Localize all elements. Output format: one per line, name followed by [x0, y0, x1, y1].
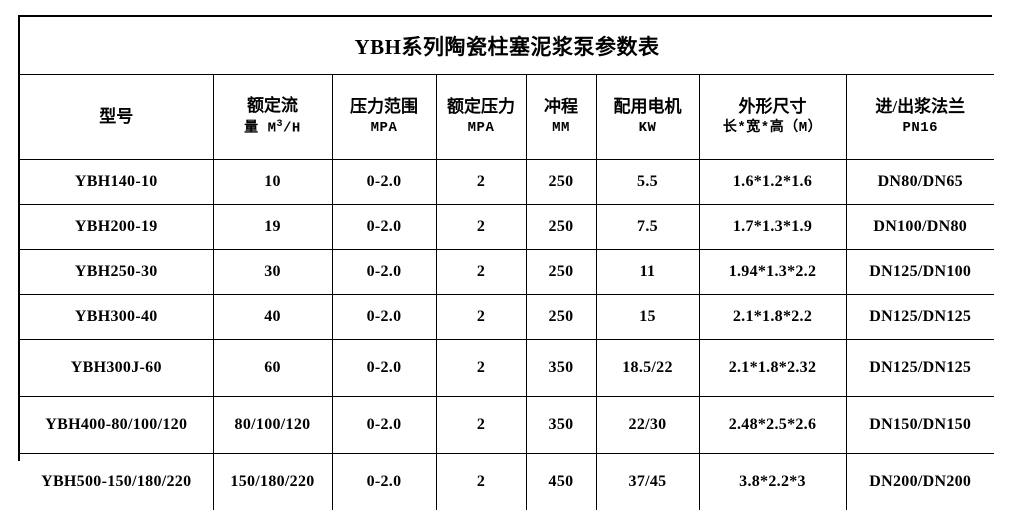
table-row: YBH300-40 40 0-2.0 2 250 15 2.1*1.8*2.2 … [20, 295, 994, 340]
cell-flow: 19 [213, 205, 332, 250]
column-header-dimensions-line1: 外形尺寸 [703, 96, 843, 119]
cell-rated-pressure: 2 [436, 250, 526, 295]
cell-model: YBH300-40 [20, 295, 213, 340]
cell-model: YBH300J-60 [20, 340, 213, 397]
cell-flow: 60 [213, 340, 332, 397]
cell-rated-pressure: 2 [436, 160, 526, 205]
cell-motor: 7.5 [596, 205, 699, 250]
cell-motor: 18.5/22 [596, 340, 699, 397]
cell-rated-pressure: 2 [436, 454, 526, 510]
column-header-model: 型号 [20, 75, 213, 160]
cell-dimensions: 3.8*2.2*3 [699, 454, 846, 510]
cell-stroke: 350 [526, 397, 596, 454]
cell-flange: DN125/DN125 [846, 295, 994, 340]
column-header-stroke: 冲程 MM [526, 75, 596, 160]
cell-rated-pressure: 2 [436, 205, 526, 250]
cell-pressure-range: 0-2.0 [332, 205, 436, 250]
cell-rated-pressure: 2 [436, 397, 526, 454]
cell-stroke: 350 [526, 340, 596, 397]
cell-flange: DN200/DN200 [846, 454, 994, 510]
cell-dimensions: 2.1*1.8*2.2 [699, 295, 846, 340]
parameter-table: YBH系列陶瓷柱塞泥浆泵参数表 型号 额定流 量 M3/H 压力范围 MPA [20, 17, 994, 510]
table-row: YBH300J-60 60 0-2.0 2 350 18.5/22 2.1*1.… [20, 340, 994, 397]
cell-dimensions: 2.1*1.8*2.32 [699, 340, 846, 397]
cell-flange: DN100/DN80 [846, 205, 994, 250]
cell-model: YBH400-80/100/120 [20, 397, 213, 454]
column-header-flow-rate: 额定流 量 M3/H [213, 75, 332, 160]
cell-flow: 30 [213, 250, 332, 295]
page-root: YBH系列陶瓷柱塞泥浆泵参数表 型号 额定流 量 M3/H 压力范围 MPA [0, 0, 1011, 476]
cell-stroke: 250 [526, 295, 596, 340]
column-header-dimensions: 外形尺寸 长*宽*高（M） [699, 75, 846, 160]
cell-flange: DN150/DN150 [846, 397, 994, 454]
cell-motor: 5.5 [596, 160, 699, 205]
cell-flow: 80/100/120 [213, 397, 332, 454]
cell-stroke: 250 [526, 250, 596, 295]
table-row: YBH250-30 30 0-2.0 2 250 11 1.94*1.3*2.2… [20, 250, 994, 295]
table-row: YBH200-19 19 0-2.0 2 250 7.5 1.7*1.3*1.9… [20, 205, 994, 250]
cell-stroke: 250 [526, 205, 596, 250]
table-title: YBH系列陶瓷柱塞泥浆泵参数表 [20, 17, 994, 75]
cell-dimensions: 1.6*1.2*1.6 [699, 160, 846, 205]
column-header-rated-pressure: 额定压力 MPA [436, 75, 526, 160]
cell-rated-pressure: 2 [436, 295, 526, 340]
column-header-pressure-range-line1: 压力范围 [336, 96, 433, 119]
cell-pressure-range: 0-2.0 [332, 454, 436, 510]
table-header-row: 型号 额定流 量 M3/H 压力范围 MPA 额定压力 MPA [20, 75, 994, 160]
cell-model: YBH140-10 [20, 160, 213, 205]
cell-model: YBH250-30 [20, 250, 213, 295]
column-header-flow-rate-line1: 额定流 [217, 95, 329, 118]
column-header-pressure-range: 压力范围 MPA [332, 75, 436, 160]
table-row: YBH500-150/180/220 150/180/220 0-2.0 2 4… [20, 454, 994, 510]
column-header-flow-rate-line2: 量 M3/H [217, 118, 329, 139]
table-title-row: YBH系列陶瓷柱塞泥浆泵参数表 [20, 17, 994, 75]
flow-unit-prefix: 量 M [244, 121, 276, 137]
column-header-dimensions-line2: 长*宽*高（M） [703, 119, 843, 138]
column-header-stroke-line2: MM [530, 119, 593, 138]
column-header-motor-line2: KW [600, 119, 696, 138]
column-header-flange: 进/出浆法兰 PN16 [846, 75, 994, 160]
cell-stroke: 450 [526, 454, 596, 510]
column-header-rated-pressure-line2: MPA [440, 119, 523, 138]
column-header-model-line1: 型号 [23, 106, 210, 129]
cell-motor: 22/30 [596, 397, 699, 454]
cell-flange: DN125/DN125 [846, 340, 994, 397]
cell-flange: DN80/DN65 [846, 160, 994, 205]
cell-pressure-range: 0-2.0 [332, 160, 436, 205]
cell-flow: 150/180/220 [213, 454, 332, 510]
cell-pressure-range: 0-2.0 [332, 250, 436, 295]
flow-unit-suffix: /H [283, 121, 301, 137]
column-header-flange-line1: 进/出浆法兰 [850, 96, 992, 119]
cell-dimensions: 1.94*1.3*2.2 [699, 250, 846, 295]
cell-model: YBH500-150/180/220 [20, 454, 213, 510]
cell-motor: 11 [596, 250, 699, 295]
column-header-motor-line1: 配用电机 [600, 96, 696, 119]
cell-motor: 15 [596, 295, 699, 340]
column-header-flange-line2: PN16 [850, 119, 992, 138]
column-header-rated-pressure-line1: 额定压力 [440, 96, 523, 119]
column-header-stroke-line1: 冲程 [530, 96, 593, 119]
column-header-motor: 配用电机 KW [596, 75, 699, 160]
table-row: YBH140-10 10 0-2.0 2 250 5.5 1.6*1.2*1.6… [20, 160, 994, 205]
cell-rated-pressure: 2 [436, 340, 526, 397]
cell-pressure-range: 0-2.0 [332, 340, 436, 397]
cell-flow: 10 [213, 160, 332, 205]
cell-flow: 40 [213, 295, 332, 340]
cell-pressure-range: 0-2.0 [332, 295, 436, 340]
cell-dimensions: 2.48*2.5*2.6 [699, 397, 846, 454]
column-header-pressure-range-line2: MPA [336, 119, 433, 138]
cell-stroke: 250 [526, 160, 596, 205]
cell-flange: DN125/DN100 [846, 250, 994, 295]
table-row: YBH400-80/100/120 80/100/120 0-2.0 2 350… [20, 397, 994, 454]
cell-pressure-range: 0-2.0 [332, 397, 436, 454]
cell-model: YBH200-19 [20, 205, 213, 250]
cell-dimensions: 1.7*1.3*1.9 [699, 205, 846, 250]
cell-motor: 37/45 [596, 454, 699, 510]
parameter-table-container: YBH系列陶瓷柱塞泥浆泵参数表 型号 额定流 量 M3/H 压力范围 MPA [18, 15, 992, 461]
